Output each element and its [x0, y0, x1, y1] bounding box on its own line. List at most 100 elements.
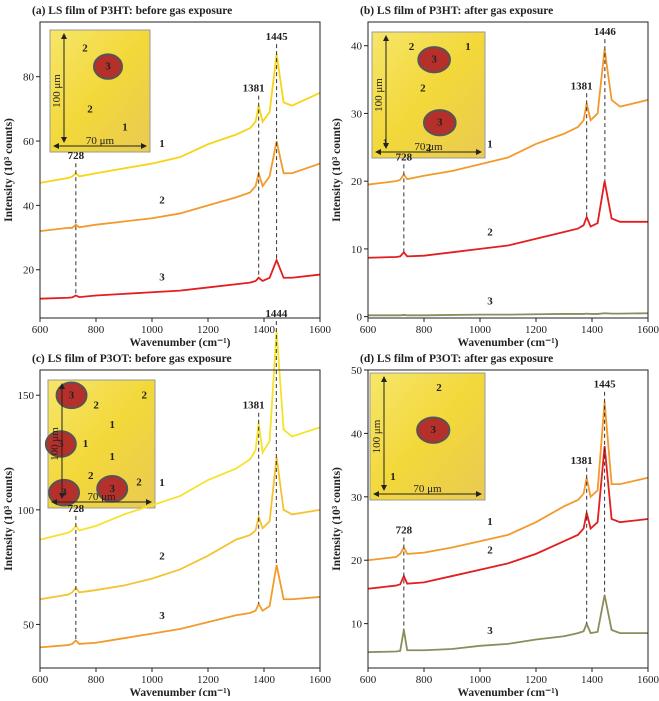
inset-region-label: 1	[109, 419, 115, 431]
y-tick-label: 40	[351, 428, 363, 440]
plot-frame	[367, 21, 649, 319]
spectrum-line	[39, 330, 321, 541]
y-axis-label: Intensity (10³ counts)	[331, 467, 343, 571]
x-tick-label: 1400	[581, 324, 604, 336]
inset-region-label: 2	[436, 382, 442, 394]
inset-region-label: 1	[83, 438, 89, 450]
spectrum-line	[367, 594, 648, 654]
spectrum-line	[367, 445, 649, 590]
series-label: 1	[487, 516, 493, 528]
x-tick-label: 1000	[469, 674, 492, 686]
scale-label: 70 μm	[414, 141, 443, 153]
peak-label: 728	[396, 525, 413, 537]
series-label: 3	[159, 610, 165, 622]
x-tick-label: 600	[360, 674, 377, 686]
spectrum-line	[367, 48, 649, 186]
spectrum-line	[367, 181, 648, 259]
inset-region-label: 2	[409, 41, 415, 53]
y-tick-label: 100	[18, 505, 35, 517]
series-label: 3	[487, 625, 493, 637]
x-tick-label: 1600	[309, 324, 332, 336]
y-tick-label: 30	[351, 108, 363, 120]
series-label: 1	[487, 138, 493, 150]
series-label: 3	[159, 272, 165, 284]
series-label: 3	[487, 296, 493, 308]
x-tick-label: 800	[416, 674, 433, 686]
inset-region-label: 1	[390, 471, 396, 483]
x-axis-label: Wavenumber (cm⁻¹)	[458, 337, 559, 349]
y-tick-label: 10	[351, 619, 363, 631]
x-tick-label: 1600	[637, 324, 659, 336]
x-axis-label: Wavenumber (cm⁻¹)	[130, 337, 231, 349]
x-tick-label: 1000	[141, 324, 164, 336]
series-label: 1	[159, 477, 165, 489]
inset: 2 3 2 1 100 μm 70 μm	[49, 29, 151, 153]
x-tick-label: 1400	[581, 674, 604, 686]
scale-label: 100 μm	[49, 427, 61, 461]
x-axis-label: Wavenumber (cm⁻¹)	[130, 687, 231, 696]
inset-region	[93, 53, 123, 80]
spectrum-line	[367, 401, 649, 562]
scale-label: 100 μm	[51, 74, 63, 108]
y-tick-label: 30	[351, 492, 363, 504]
y-tick-label: 20	[23, 265, 35, 277]
scale-label: 70 μm	[86, 135, 115, 147]
y-tick-label: 80	[23, 72, 35, 84]
inset-region	[422, 109, 457, 137]
inset-region-label: 3	[109, 483, 115, 495]
x-tick-label: 1000	[141, 674, 164, 686]
series-label: 2	[159, 194, 165, 206]
x-tick-label: 800	[88, 324, 105, 336]
inset-region-label: 2	[82, 42, 88, 54]
inset-region-label: 2	[87, 103, 93, 115]
chart-title: (c) LS film of P3OT: before gas exposure	[32, 353, 232, 365]
peak-label: 1445	[594, 379, 617, 391]
plot-frame	[39, 21, 321, 319]
x-tick-label: 600	[32, 324, 49, 336]
y-tick-label: 40	[23, 200, 35, 212]
scale-label: 70 μm	[413, 483, 442, 495]
y-tick-label: 0	[357, 312, 363, 324]
scale-label: 70 μm	[87, 491, 116, 503]
y-tick-label: 40	[351, 41, 363, 53]
y-tick-label: 50	[351, 365, 363, 377]
x-tick-label: 800	[416, 324, 433, 336]
x-tick-label: 1200	[525, 674, 548, 686]
inset-region-label: 3	[431, 424, 437, 436]
scale-label: 100 μm	[373, 78, 385, 112]
x-tick-label: 1400	[253, 324, 276, 336]
spectrum-line	[39, 257, 321, 300]
inset-region-label: 2	[426, 142, 432, 154]
series-label: 1	[159, 138, 165, 150]
chart-title: (d) LS film of P3OT: after gas exposure	[360, 353, 553, 365]
scale-label: 100 μm	[371, 419, 383, 453]
y-tick-label: 10	[351, 244, 363, 256]
inset-region-label: 2	[420, 83, 426, 95]
inset-region-label: 3	[431, 54, 437, 66]
chart-title: (a) LS film of P3HT: before gas exposure	[32, 5, 232, 17]
peak-label: 1444	[265, 308, 288, 320]
inset-region-label: 3	[437, 117, 443, 129]
x-tick-label: 1000	[469, 324, 492, 336]
inset-region-label: 2	[88, 470, 94, 482]
spectrum-line	[368, 312, 649, 317]
x-tick-label: 1600	[637, 674, 659, 686]
x-tick-label: 600	[32, 674, 49, 686]
x-tick-label: 800	[88, 674, 105, 686]
inset-region-label: 2	[136, 476, 142, 488]
peak-label: 1381	[243, 83, 265, 95]
y-tick-label: 150	[18, 390, 35, 402]
peak-label: 1445	[266, 31, 289, 43]
inset-region-label: 3	[69, 389, 75, 401]
spectrum-line	[39, 564, 321, 649]
x-tick-label: 600	[360, 324, 377, 336]
peak-label: 1381	[571, 455, 593, 467]
y-tick-label: 20	[351, 176, 363, 188]
plot-frame	[367, 369, 649, 669]
series-label: 2	[487, 227, 493, 239]
peak-label: 728	[68, 503, 85, 515]
peak-label: 1446	[594, 26, 617, 38]
